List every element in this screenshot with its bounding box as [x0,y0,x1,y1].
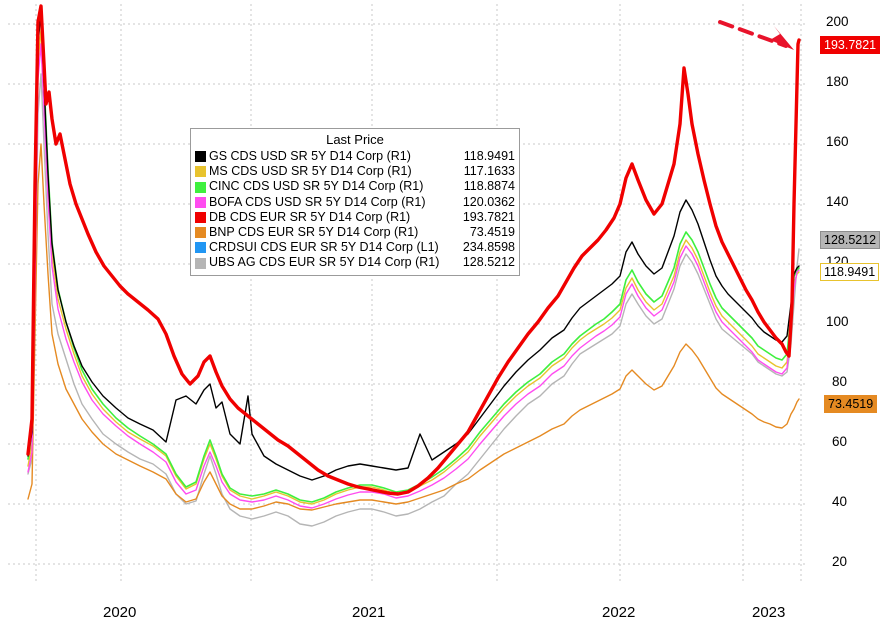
legend-row: UBS AG CDS EUR SR 5Y D14 Corp (R1) 128.5… [195,255,515,270]
legend-label-db: DB CDS EUR SR 5Y D14 Corp (R1) [209,209,411,224]
legend-row: GS CDS USD SR 5Y D14 Corp (R1) 118.9491 [195,149,515,164]
legend-swatch-gs [195,149,209,164]
series-line-ubs [27,73,800,527]
series-line-ms [27,28,800,505]
legend-value-ms: 117.1633 [463,164,515,179]
y-tick-80: 80 [832,374,848,389]
legend-label-bofa: BOFA CDS USD SR 5Y D14 Corp (R1) [209,194,426,209]
legend-value-gs: 118.9491 [463,149,515,163]
y-tick-60: 60 [832,434,848,449]
series-line-bofa [27,43,800,509]
y-tick-20: 20 [832,554,848,569]
legend-title: Last Price [326,132,384,147]
series-line-bnp [27,143,800,511]
legend-row: BNP CDS EUR SR 5Y D14 Corp (R1) 73.4519 [195,225,515,240]
y-tick-180: 180 [826,74,849,89]
x-tick-2022: 2022 [602,604,636,621]
x-tick-2023: 2023 [752,604,786,621]
plot-svg [8,4,808,582]
legend-swatch-db [195,210,209,225]
bnp-value-flag: 73.4519 [824,395,878,413]
legend-row: MS CDS USD SR 5Y D14 Corp (R1) 117.1633 [195,164,515,179]
legend-label-ms: MS CDS USD SR 5Y D14 Corp (R1) [209,164,412,179]
legend-value-bofa: 120.0362 [462,194,515,209]
legend-value-db: 193.7821 [462,209,515,224]
legend-swatch-bofa [195,195,209,210]
x-tick-2021: 2021 [352,604,386,621]
gs-value-flag: 118.9491 [820,263,880,281]
plot-area [8,4,808,582]
legend-row: DB CDS EUR SR 5Y D14 Corp (R1) 193.7821 [195,210,515,225]
annotation-arrow-icon [718,20,794,50]
y-tick-200: 200 [826,14,849,29]
ubs-value-flag: 128.5212 [820,231,881,249]
y-tick-140: 140 [826,194,849,209]
legend-label-ubs: UBS AG CDS EUR SR 5Y D14 Corp (R1) [209,255,440,270]
legend-value-ubs: 128.5212 [462,255,515,270]
legend-row: BOFA CDS USD SR 5Y D14 Corp (R1) 120.036… [195,195,515,210]
legend-label-bnp: BNP CDS EUR SR 5Y D14 Corp (R1) [209,225,419,240]
series-line-cinc [27,8,800,503]
y-tick-160: 160 [826,134,849,149]
legend-value-cinc: 118.8874 [463,179,515,194]
series-line-db [26,4,801,496]
legend-label-gs: GS CDS USD SR 5Y D14 Corp (R1) [209,149,411,163]
y-tick-40: 40 [832,494,848,509]
legend-row: CINC CDS USD SR 5Y D14 Corp (R1) 118.887… [195,179,515,194]
legend-value-crdsui: 234.8598 [462,240,515,255]
legend-swatch-cinc [195,179,209,194]
legend-swatch-ms [195,164,209,179]
legend-value-bnp: 73.4519 [469,225,515,240]
legend-swatch-bnp [195,225,209,240]
x-tick-2020: 2020 [103,604,137,621]
y-tick-100: 100 [826,314,849,329]
legend-swatch-ubs [195,255,209,270]
legend: Last Price GS CDS USD SR 5Y D14 Corp (R1… [190,128,520,276]
legend-row: CRDSUI CDS EUR SR 5Y D14 Corp (L1) 234.8… [195,240,515,255]
legend-label-crdsui: CRDSUI CDS EUR SR 5Y D14 Corp (L1) [209,240,439,255]
legend-swatch-crdsui [195,240,209,255]
db-value-flag: 193.7821 [820,36,881,54]
legend-label-cinc: CINC CDS USD SR 5Y D14 Corp (R1) [209,179,424,194]
